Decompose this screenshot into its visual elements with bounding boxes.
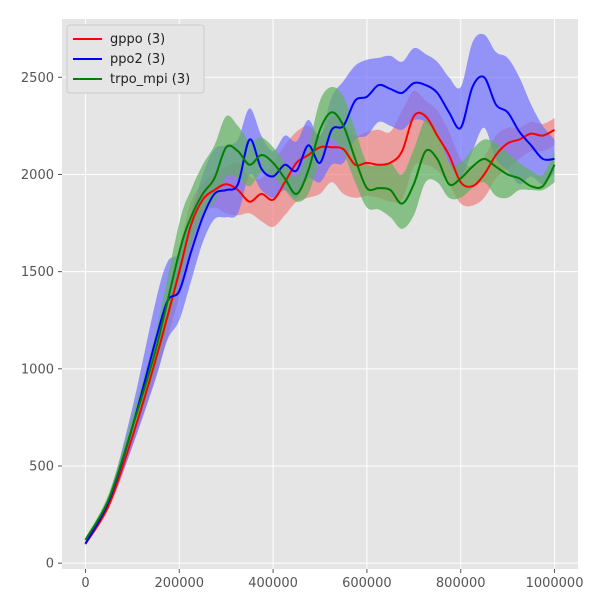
legend-box bbox=[66, 24, 205, 94]
x-tick-label-1: 200000 bbox=[154, 576, 204, 591]
x-tick-label-2: 400000 bbox=[248, 576, 298, 591]
legend: gppo (3) ppo2 (3) trpo_mpi (3) bbox=[66, 24, 205, 94]
x-tick-label-4: 800000 bbox=[436, 576, 486, 591]
legend-label-gppo: gppo (3) bbox=[110, 32, 165, 47]
series-lines bbox=[84, 75, 556, 545]
legend-label-ppo2: ppo2 (3) bbox=[110, 52, 165, 67]
y-tick-label-2: 1000 bbox=[21, 362, 54, 377]
legend-label-trpo-mpi: trpo_mpi (3) bbox=[110, 72, 190, 87]
x-tick-label-5: 1000000 bbox=[526, 576, 584, 591]
line-ppo2 bbox=[84, 75, 555, 545]
x-axis: 0 200000 400000 600000 800000 1000000 bbox=[81, 569, 583, 591]
y-tick-label-5: 2500 bbox=[21, 71, 54, 86]
x-tick-label-3: 600000 bbox=[342, 576, 392, 591]
line-gppo bbox=[84, 111, 556, 545]
x-tick-label-0: 0 bbox=[81, 576, 89, 591]
y-tick-label-0: 0 bbox=[46, 557, 54, 572]
y-tick-label-4: 2000 bbox=[21, 168, 54, 183]
y-tick-label-1: 500 bbox=[29, 459, 54, 474]
y-tick-label-3: 1500 bbox=[21, 265, 54, 280]
line-trpo-mpi bbox=[84, 111, 556, 541]
y-axis: 0 500 1000 1500 2000 2500 bbox=[21, 71, 62, 572]
